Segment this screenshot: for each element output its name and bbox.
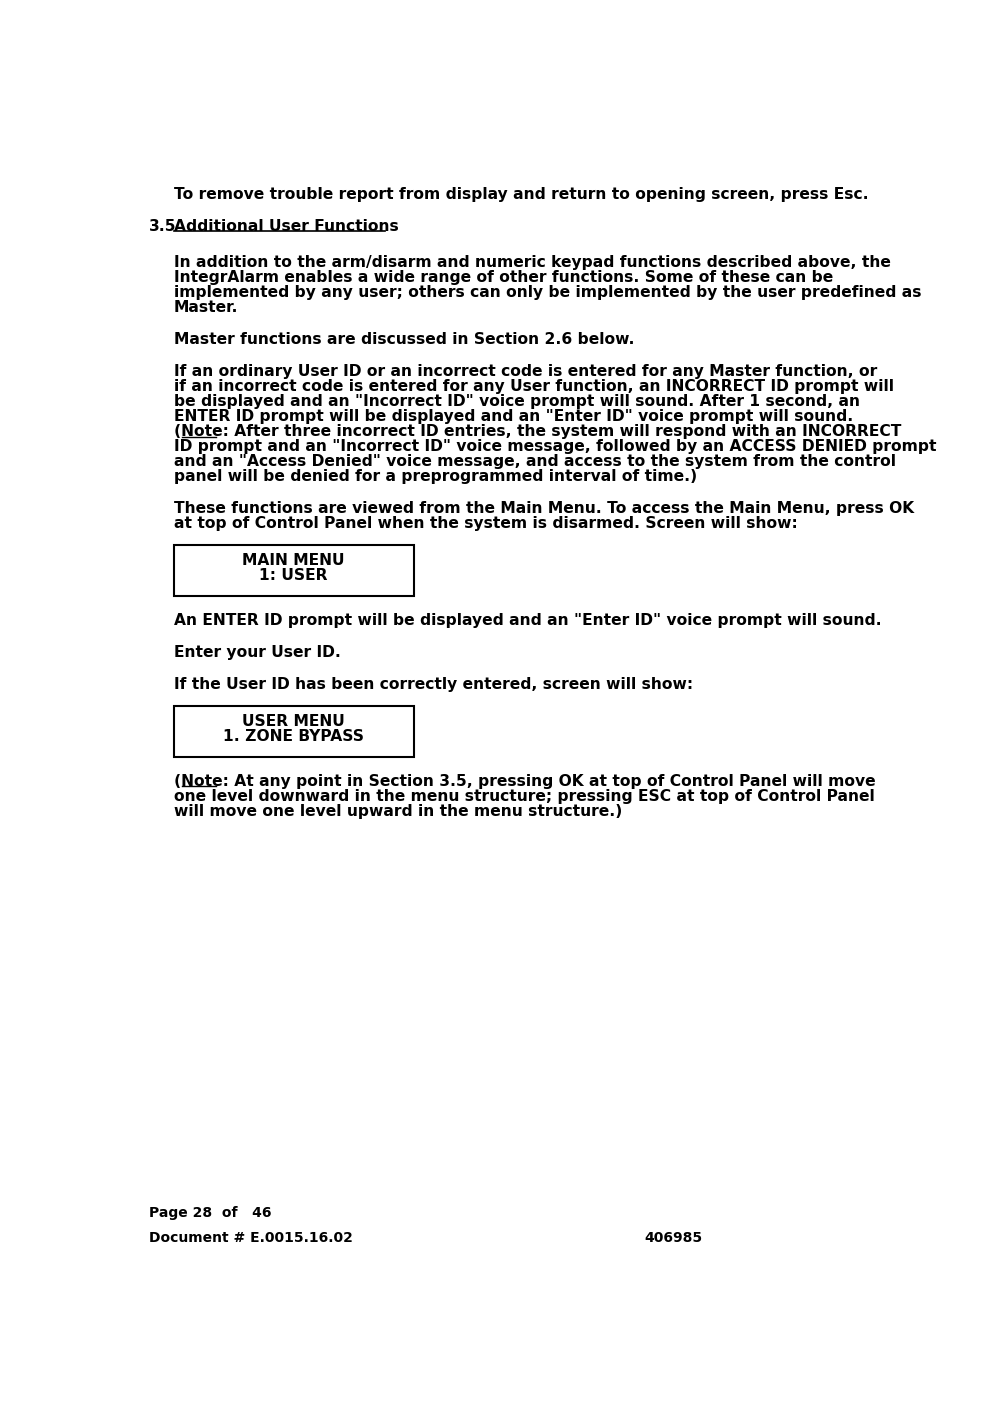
Text: Document # E.0015.16.02: Document # E.0015.16.02 — [148, 1231, 352, 1245]
Text: Additional User Functions: Additional User Functions — [174, 219, 398, 234]
Text: IntegrAlarm enables a wide range of other functions. Some of these can be: IntegrAlarm enables a wide range of othe… — [174, 270, 831, 286]
Text: In addition to the arm/disarm and numeric keypad functions described above, the: In addition to the arm/disarm and numeri… — [174, 255, 890, 270]
Text: USER MENU: USER MENU — [242, 714, 345, 729]
Text: at top of Control Panel when the system is disarmed. Screen will show:: at top of Control Panel when the system … — [174, 517, 796, 531]
Text: panel will be denied for a preprogrammed interval of time.): panel will be denied for a preprogrammed… — [174, 470, 696, 484]
Text: 406985: 406985 — [644, 1231, 702, 1245]
FancyBboxPatch shape — [174, 545, 413, 596]
Text: These functions are viewed from the Main Menu. To access the Main Menu, press OK: These functions are viewed from the Main… — [174, 501, 913, 517]
Text: To remove trouble report from display and return to opening screen, press Esc.: To remove trouble report from display an… — [174, 187, 868, 202]
Text: ENTER ID prompt will be displayed and an "Enter ID" voice prompt will sound.: ENTER ID prompt will be displayed and an… — [174, 409, 852, 425]
Text: An ENTER ID prompt will be displayed and an "Enter ID" voice prompt will sound.: An ENTER ID prompt will be displayed and… — [174, 613, 881, 629]
Text: (Note: After three incorrect ID entries, the system will respond with an INCORRE: (Note: After three incorrect ID entries,… — [174, 425, 900, 439]
Text: one level downward in the menu structure; pressing ESC at top of Control Panel: one level downward in the menu structure… — [174, 789, 874, 804]
Text: Master functions are discussed in Section 2.6 below.: Master functions are discussed in Sectio… — [174, 333, 634, 347]
Text: MAIN MENU: MAIN MENU — [242, 554, 345, 568]
Text: If an ordinary User ID or an incorrect code is entered for any Master function, : If an ordinary User ID or an incorrect c… — [174, 364, 876, 379]
Text: 1: USER: 1: USER — [259, 568, 328, 583]
Text: will move one level upward in the menu structure.): will move one level upward in the menu s… — [174, 804, 621, 818]
Text: Page 28  of   46: Page 28 of 46 — [148, 1205, 271, 1219]
Text: implemented by any user; others can only be implemented by the user predefined a: implemented by any user; others can only… — [174, 286, 920, 300]
Text: (Note: At any point in Section 3.5, pressing OK at top of Control Panel will mov: (Note: At any point in Section 3.5, pres… — [174, 773, 875, 789]
Text: ID prompt and an "Incorrect ID" voice message, followed by an ACCESS DENIED prom: ID prompt and an "Incorrect ID" voice me… — [174, 439, 935, 455]
Text: Enter your User ID.: Enter your User ID. — [174, 646, 340, 660]
Text: 1. ZONE BYPASS: 1. ZONE BYPASS — [223, 729, 364, 743]
Text: if an incorrect code is entered for any User function, an INCORRECT ID prompt wi: if an incorrect code is entered for any … — [174, 379, 893, 395]
FancyBboxPatch shape — [174, 705, 413, 756]
Text: Master.: Master. — [174, 300, 238, 316]
Text: If the User ID has been correctly entered, screen will show:: If the User ID has been correctly entere… — [174, 677, 692, 692]
Text: be displayed and an "Incorrect ID" voice prompt will sound. After 1 second, an: be displayed and an "Incorrect ID" voice… — [174, 395, 859, 409]
Text: 3.5: 3.5 — [148, 219, 177, 234]
Text: and an "Access Denied" voice message, and access to the system from the control: and an "Access Denied" voice message, an… — [174, 455, 895, 470]
